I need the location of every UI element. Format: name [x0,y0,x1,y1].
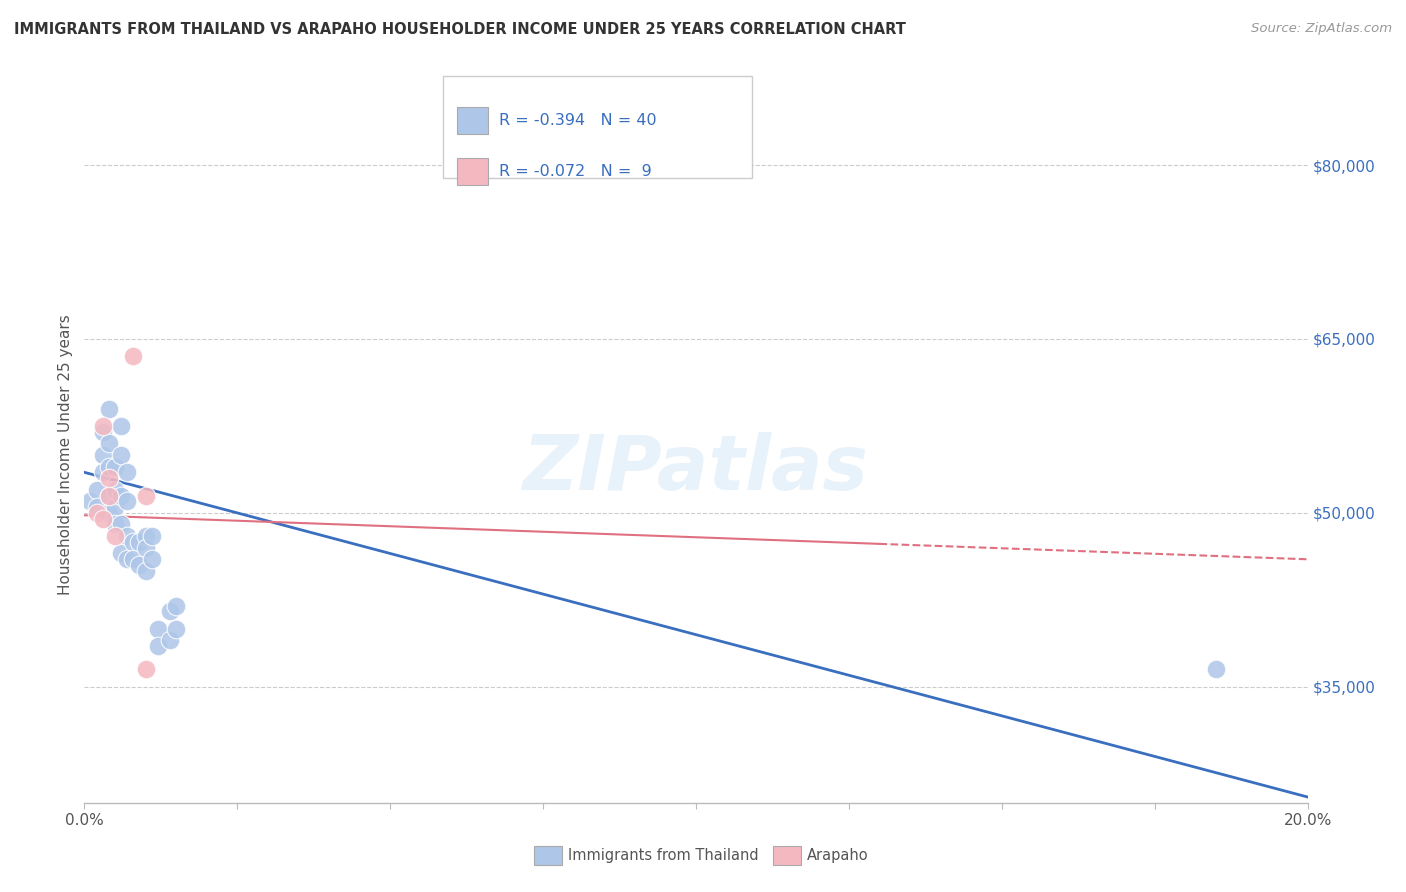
Point [104,483,127,497]
Point [91,448,114,462]
Point [104,500,127,514]
Point [110,448,132,462]
Point [110,419,132,434]
Point [97,489,120,503]
Point [135,541,157,555]
Point [97,489,120,503]
Point [104,529,127,543]
Point [135,662,157,677]
Point [135,564,157,578]
Point [79,494,101,508]
Point [159,633,181,648]
Text: R = -0.072   N =  9: R = -0.072 N = 9 [499,164,652,178]
Point [104,459,127,474]
Point [110,489,132,503]
Point [97,506,120,520]
Point [110,517,132,532]
Point [165,599,187,613]
Point [128,558,150,573]
Point [91,511,114,525]
Y-axis label: Householder Income Under 25 years: Householder Income Under 25 years [58,315,73,595]
Text: ZIPatlas: ZIPatlas [523,432,869,506]
Point [86,483,108,497]
Point [159,605,181,619]
Point [122,350,145,364]
Point [86,500,108,514]
Point [135,489,157,503]
Text: R = -0.394   N = 40: R = -0.394 N = 40 [499,113,657,128]
Point [91,466,114,480]
Point [104,517,127,532]
Point [115,552,138,566]
Text: IMMIGRANTS FROM THAILAND VS ARAPAHO HOUSEHOLDER INCOME UNDER 25 YEARS CORRELATIO: IMMIGRANTS FROM THAILAND VS ARAPAHO HOUS… [14,22,905,37]
Point [122,552,145,566]
Point [115,466,138,480]
Point [97,401,120,416]
Point [146,622,169,636]
Point [141,529,163,543]
Point [122,534,145,549]
Text: Arapaho: Arapaho [807,848,869,863]
Point [128,534,150,549]
Point [1205,662,1227,677]
Point [97,471,120,485]
Point [115,529,138,543]
Point [165,622,187,636]
Point [97,436,120,450]
Text: Immigrants from Thailand: Immigrants from Thailand [568,848,759,863]
Point [141,552,163,566]
Point [146,639,169,653]
Point [86,506,108,520]
Point [110,546,132,561]
Point [97,459,120,474]
Point [135,529,157,543]
Point [115,494,138,508]
Point [91,419,114,434]
Point [91,425,114,439]
Text: Source: ZipAtlas.com: Source: ZipAtlas.com [1251,22,1392,36]
